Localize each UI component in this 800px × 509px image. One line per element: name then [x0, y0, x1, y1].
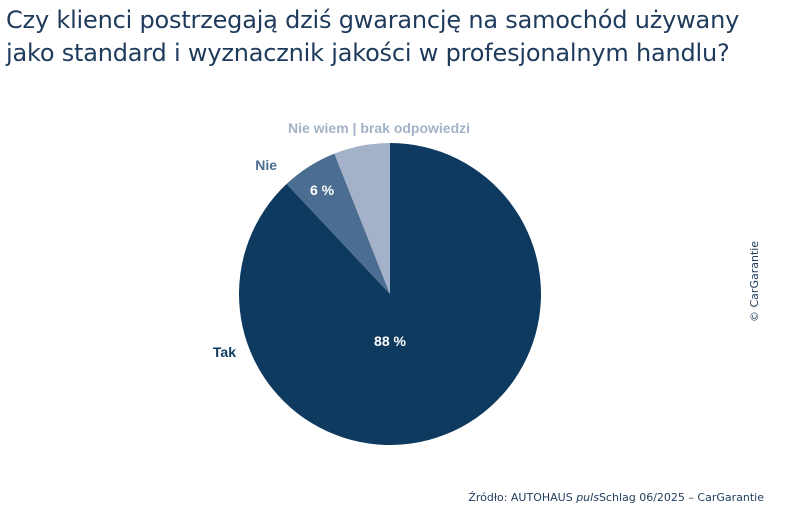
- source-italic: puls: [576, 491, 599, 504]
- copyright-notice: © CarGarantie: [748, 240, 761, 322]
- pie-slice-1: [286, 153, 390, 294]
- chart-title: Czy klienci postrzegają dziś gwarancję n…: [6, 6, 740, 67]
- slice-label-0: Tak: [213, 344, 236, 360]
- source-note: Źródło: AUTOHAUS pulsSchlag 06/2025 – Ca…: [468, 491, 764, 504]
- pie-labels: Tak 88 % Nie 6 % Nie wiem | brak odpowiedzi: [213, 120, 470, 360]
- slice-label-2: Nie wiem | brak odpowiedzi: [288, 120, 470, 136]
- source-prefix: Źródło: AUTOHAUS: [468, 491, 577, 504]
- slice-value-1: 6 %: [310, 182, 335, 198]
- source-suffix: Schlag 06/2025 – CarGarantie: [598, 491, 764, 504]
- slice-value-0: 88 %: [374, 333, 406, 349]
- pie-slices: [239, 143, 542, 445]
- pie-slice-2: [334, 143, 390, 294]
- slice-label-1: Nie: [255, 157, 277, 173]
